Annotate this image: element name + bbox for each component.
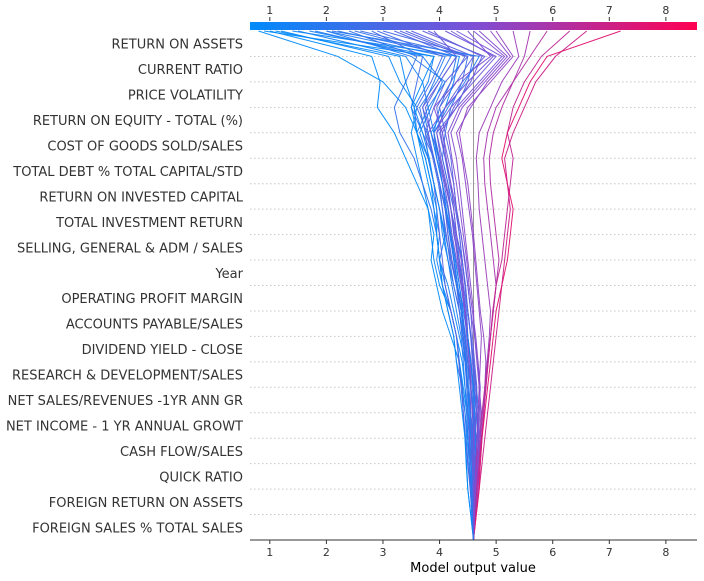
decision-line-27	[264, 30, 474, 541]
x-tick-label-top: 7	[606, 4, 613, 17]
x-tick-label-bottom: 8	[662, 546, 669, 559]
decision-lines	[258, 30, 621, 541]
feature-label: RETURN ON INVESTED CAPITAL	[39, 190, 243, 205]
x-tick-label-bottom: 6	[549, 546, 556, 559]
x-tick-label-top: 3	[379, 4, 386, 17]
x-axis-title: Model output value	[410, 561, 536, 576]
feature-label: CASH FLOW/SALES	[120, 445, 243, 460]
decision-line-30	[314, 30, 474, 541]
feature-label: TOTAL DEBT % TOTAL CAPITAL/STD	[12, 165, 243, 180]
x-tick-label-bottom: 5	[493, 546, 500, 559]
feature-label: FOREIGN RETURN ON ASSETS	[49, 496, 243, 511]
feature-label: FOREIGN SALES % TOTAL SALES	[32, 521, 243, 536]
feature-labels: RETURN ON ASSETS CURRENT RATIO PRICE VOLAT…	[6, 38, 244, 537]
decision-line-39	[326, 30, 474, 541]
x-tick-label-bottom: 4	[436, 546, 443, 559]
x-tick-label-bottom: 2	[323, 546, 330, 559]
decision-line-26	[473, 30, 621, 541]
feature-label: RESEARCH & DEVELOPMENT/SALES	[12, 369, 243, 384]
decision-line-38	[455, 30, 511, 541]
feature-label: NET INCOME - 1 YR ANNUAL GROWT	[6, 419, 243, 434]
x-tick-label-top: 1	[266, 4, 273, 17]
x-tick-label-top: 2	[323, 4, 330, 17]
x-tick-label-top: 5	[493, 4, 500, 17]
feature-label: OPERATING PROFIT MARGIN	[61, 292, 243, 307]
x-tick-label-bottom: 3	[379, 546, 386, 559]
decision-line-12	[405, 30, 474, 541]
x-tick-label-top: 6	[549, 4, 556, 17]
feature-label: Year	[214, 267, 243, 282]
decision-line-36	[436, 30, 495, 541]
decision-line-1	[269, 30, 476, 541]
feature-label: DIVIDEND YIELD - CLOSE	[82, 343, 243, 358]
gridlines	[250, 55, 697, 541]
decision-line-33	[377, 30, 476, 541]
x-tick-label-bottom: 7	[606, 546, 613, 559]
x-tick-label-top: 4	[436, 4, 443, 17]
feature-label: ACCOUNTS PAYABLE/SALES	[66, 318, 243, 333]
feature-label: NET SALES/REVENUES -1YR ANN GR	[8, 394, 243, 409]
decision-line-35	[427, 30, 483, 541]
feature-label: RETURN ON ASSETS	[112, 38, 244, 53]
feature-label: TOTAL INVESTMENT RETURN	[55, 216, 243, 231]
decision-line-37	[447, 30, 506, 540]
feature-label: COST OF GOODS SOLD/SALES	[47, 140, 243, 155]
color-bar	[250, 22, 697, 30]
decision-line-24	[473, 30, 571, 541]
feature-label: RETURN ON EQUITY - TOTAL (%)	[33, 114, 243, 129]
feature-label: QUICK RATIO	[159, 470, 243, 485]
x-axes: 1 1 2 2 3 3 4 4 5 5 6 6 7 7 8 8	[250, 4, 697, 559]
x-tick-label-bottom: 1	[266, 546, 273, 559]
feature-label: PRICE VOLATILITY	[128, 89, 243, 104]
feature-label: CURRENT RATIO	[138, 63, 243, 78]
feature-label: SELLING, GENERAL & ADM / SALES	[17, 241, 243, 256]
x-tick-label-top: 8	[662, 4, 669, 17]
decision-line-21	[473, 30, 520, 541]
